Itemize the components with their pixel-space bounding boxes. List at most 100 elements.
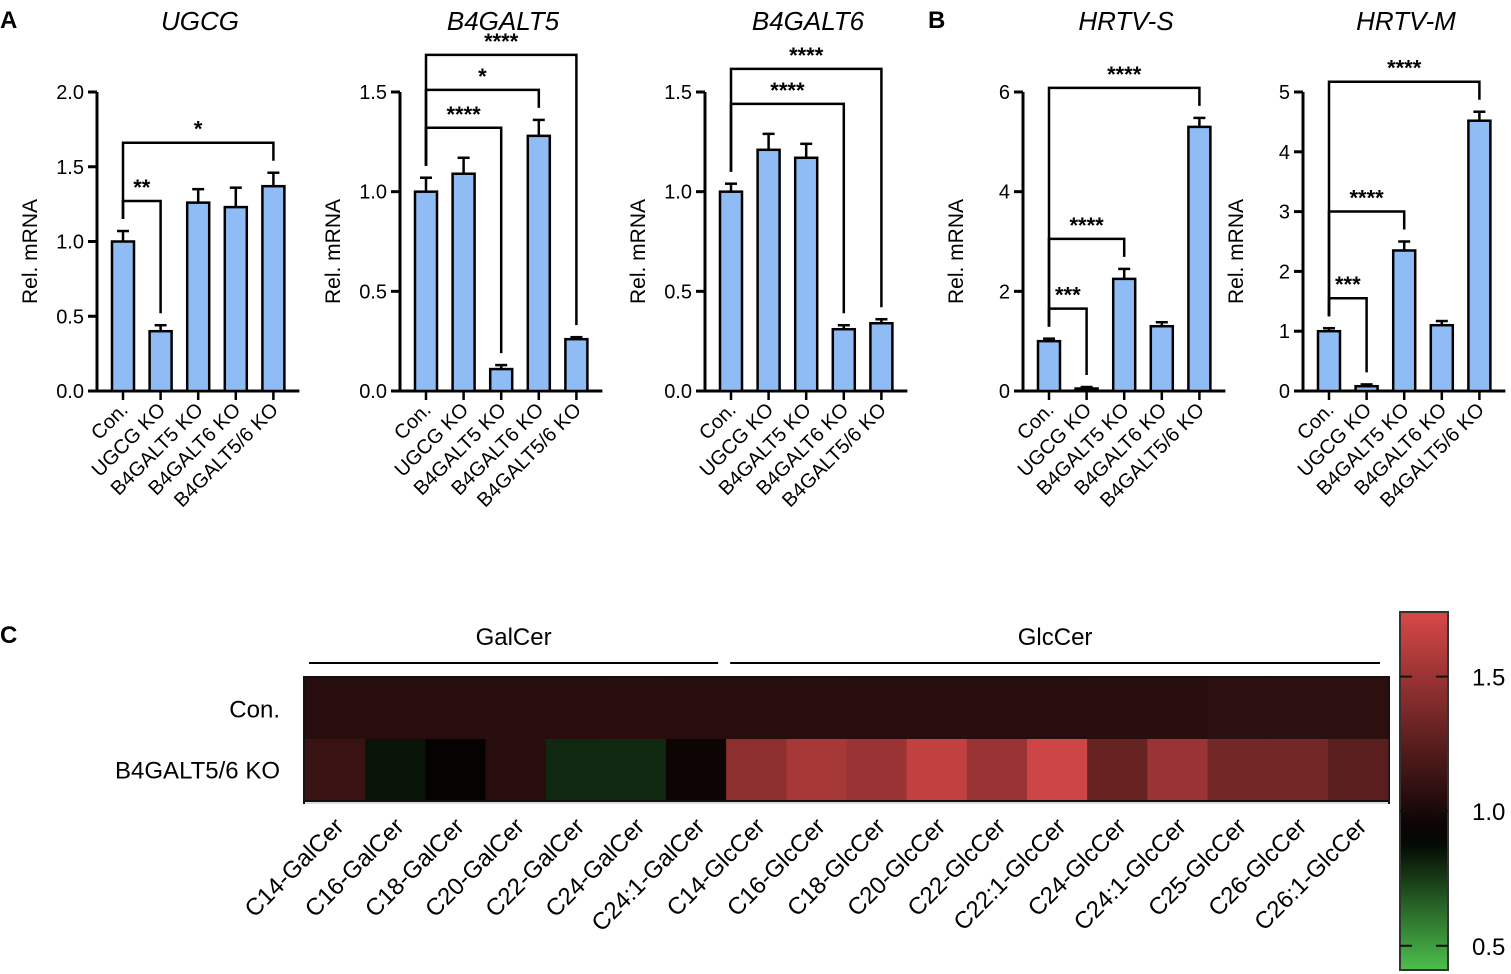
significance-stars: **** [1387,56,1422,81]
heatmap-cell [726,739,787,800]
significance-bracket [424,53,578,326]
y-tick-label: 1.0 [664,182,692,204]
heatmap-cell [545,739,607,800]
y-tick-label: 0.5 [664,281,692,303]
colorbar-tick-label: 1.5 [1472,665,1505,692]
bar [1316,329,1342,393]
heatmap-cell [1147,678,1208,739]
bar [148,329,173,393]
significance-bracket [1047,86,1201,327]
y-axis-label: Rel. mRNA [945,199,968,304]
bar [831,327,857,393]
y-tick-label: 4 [1279,142,1290,164]
heatmap-cell [846,678,908,739]
group-label: GlcCer [1018,624,1093,651]
bar [1391,249,1417,393]
heatmap-cell [726,678,787,739]
colorbar-scale [1399,611,1449,971]
heatmap-cell [966,678,1028,739]
y-axis-label: Rel. mRNA [627,199,650,304]
y-tick-label: 0.0 [664,381,692,403]
y-tick-label: 4 [999,182,1010,204]
heatmap-cell [906,678,968,739]
y-axis-label: Rel. mRNA [19,199,42,304]
y-tick-label: 0.5 [56,306,84,328]
significance-stars: *** [1055,283,1081,308]
y-tick-label: 1.5 [664,82,692,104]
bar [488,367,514,393]
y-tick-label: 0.0 [56,381,84,403]
chart-title: HRTV-S [1078,6,1174,36]
heatmap-cell [786,678,847,739]
bar [869,321,894,393]
heatmap-cell [1327,739,1389,800]
bar [526,134,552,393]
heatmap-cell [425,739,486,800]
y-tick-label: 1.0 [56,232,84,254]
panel-label-B: B [928,7,945,34]
heatmap-cell [1147,739,1208,800]
heatmap-cell [786,739,847,800]
bar [564,337,589,393]
bar [413,190,439,393]
bar [110,240,136,393]
bar [718,190,744,393]
heatmap-cell [545,678,607,739]
group-label: GalCer [476,624,552,651]
significance-stars: **** [1069,213,1104,238]
y-tick-label: 1.5 [56,157,84,179]
y-tick-label: 0.0 [359,381,387,403]
colorbar: 0.5 1.0 1.5 [1399,611,1505,971]
chart-title: HRTV-M [1356,6,1456,36]
heatmap-cell [1087,678,1148,739]
heatmap-cell [485,678,547,739]
bar [1036,339,1062,393]
heatmap-cell [1087,739,1148,800]
panel-label-A: A [0,7,17,34]
bar [451,172,476,393]
heatmap-cell [305,739,366,800]
significance-stars: **** [1107,62,1142,87]
heatmap-cell [485,739,547,800]
heatmap-cell [1027,739,1088,800]
bar [1149,324,1175,393]
y-tick-label: 0 [999,381,1010,403]
significance-stars: ** [133,175,151,200]
heatmap-cell [666,739,727,800]
significance-stars: * [478,64,487,89]
significance-stars: **** [484,29,519,54]
bar [185,201,211,393]
heatmap-cell [1207,739,1269,800]
significance-stars: **** [1349,186,1384,211]
heatmap-cell [1267,678,1329,739]
heatmap-cell [846,739,908,800]
bar [1074,387,1099,393]
heatmap-cell [425,678,486,739]
y-tick-label: 3 [1279,202,1290,224]
y-tick-label: 1.5 [359,82,387,104]
row-label: Con. [229,697,280,724]
bar [261,184,286,393]
y-axis-label: Rel. mRNA [1225,199,1248,304]
significance-bracket [121,141,275,220]
heatmap-cell [605,739,667,800]
bar [1429,323,1455,393]
significance-stars: **** [770,78,805,103]
y-tick-label: 0 [1279,381,1290,403]
significance-bracket [729,67,883,308]
heatmap-cell [1267,739,1329,800]
y-tick-label: 5 [1279,82,1290,104]
heatmap: Con.B4GALT5/6 KOC14-GalCerC16-GalCerC18-… [115,624,1390,937]
y-tick-label: 1.0 [359,182,387,204]
y-axis-label: Rel. mRNA [322,199,345,304]
y-tick-label: 0.5 [359,281,387,303]
y-tick-label: 2.0 [56,82,84,104]
heatmap-cell [1027,678,1088,739]
heatmap-cell [666,678,727,739]
bar [1467,119,1492,393]
